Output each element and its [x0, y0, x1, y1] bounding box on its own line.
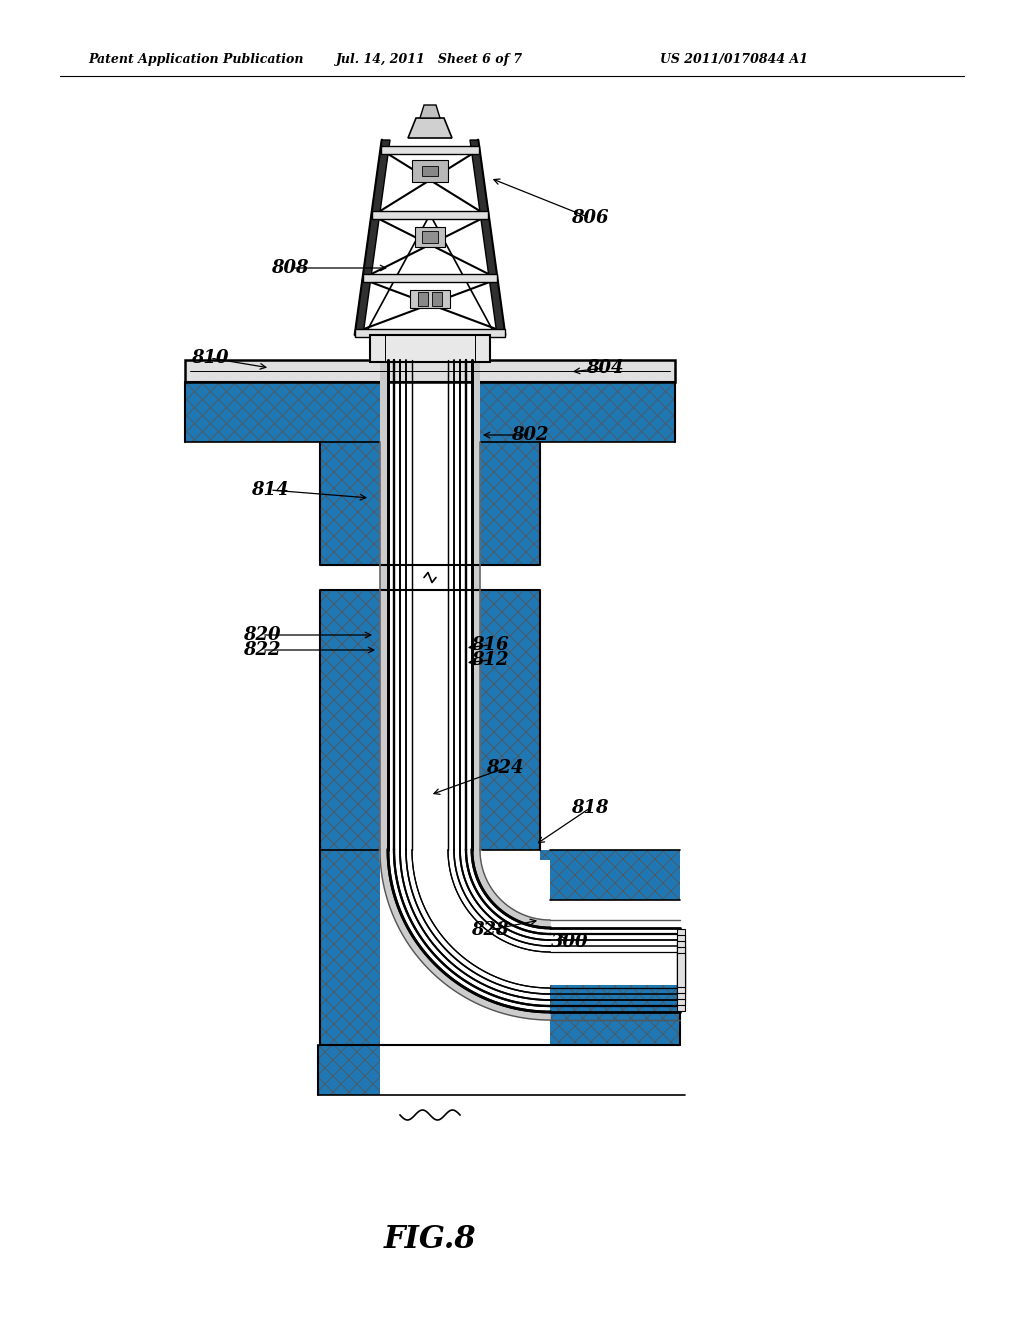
- Bar: [677, 946, 685, 993]
- Bar: [472, 360, 480, 850]
- Bar: [185, 381, 675, 442]
- Bar: [480, 442, 540, 565]
- Polygon shape: [472, 850, 550, 928]
- Bar: [412, 160, 449, 182]
- Bar: [185, 381, 380, 442]
- Text: FIG.8: FIG.8: [384, 1225, 476, 1255]
- Bar: [432, 292, 442, 306]
- Bar: [318, 565, 542, 590]
- Polygon shape: [470, 140, 505, 335]
- Bar: [677, 935, 685, 1005]
- Bar: [480, 590, 540, 850]
- Text: 810: 810: [191, 348, 228, 367]
- Bar: [381, 147, 479, 154]
- Text: 812: 812: [471, 651, 509, 669]
- Text: 806: 806: [571, 209, 608, 227]
- Polygon shape: [408, 117, 452, 139]
- Text: 814: 814: [251, 480, 289, 499]
- Bar: [480, 381, 675, 442]
- Bar: [372, 211, 488, 219]
- Text: 822: 822: [244, 642, 281, 659]
- Bar: [319, 590, 380, 850]
- Bar: [677, 929, 685, 1011]
- Bar: [677, 941, 685, 999]
- Bar: [319, 442, 380, 565]
- Bar: [422, 166, 438, 176]
- Text: 802: 802: [511, 426, 549, 444]
- Bar: [318, 1045, 380, 1096]
- Bar: [370, 335, 490, 362]
- Text: Jul. 14, 2011   Sheet 6 of 7: Jul. 14, 2011 Sheet 6 of 7: [337, 54, 523, 66]
- Bar: [418, 292, 428, 306]
- Polygon shape: [380, 850, 550, 1020]
- Text: 804: 804: [587, 359, 624, 378]
- Bar: [362, 275, 497, 282]
- Bar: [677, 953, 685, 987]
- Bar: [422, 231, 438, 243]
- Bar: [410, 290, 450, 308]
- Bar: [540, 850, 550, 861]
- Bar: [550, 850, 680, 900]
- Text: 816: 816: [471, 636, 509, 653]
- Text: US 2011/0170844 A1: US 2011/0170844 A1: [660, 54, 808, 66]
- Bar: [380, 360, 388, 850]
- Text: 300: 300: [551, 933, 589, 950]
- Bar: [480, 442, 540, 565]
- Bar: [550, 985, 680, 1045]
- Text: Patent Application Publication: Patent Application Publication: [88, 54, 303, 66]
- Polygon shape: [355, 140, 390, 335]
- Text: 828: 828: [471, 921, 509, 939]
- Bar: [319, 442, 380, 565]
- Bar: [185, 360, 675, 381]
- Text: 824: 824: [486, 759, 523, 777]
- Polygon shape: [420, 106, 440, 117]
- Text: 818: 818: [571, 799, 608, 817]
- Bar: [355, 329, 505, 337]
- Text: 808: 808: [271, 259, 309, 277]
- Bar: [415, 227, 445, 247]
- Text: 820: 820: [244, 626, 281, 644]
- Bar: [319, 850, 380, 1045]
